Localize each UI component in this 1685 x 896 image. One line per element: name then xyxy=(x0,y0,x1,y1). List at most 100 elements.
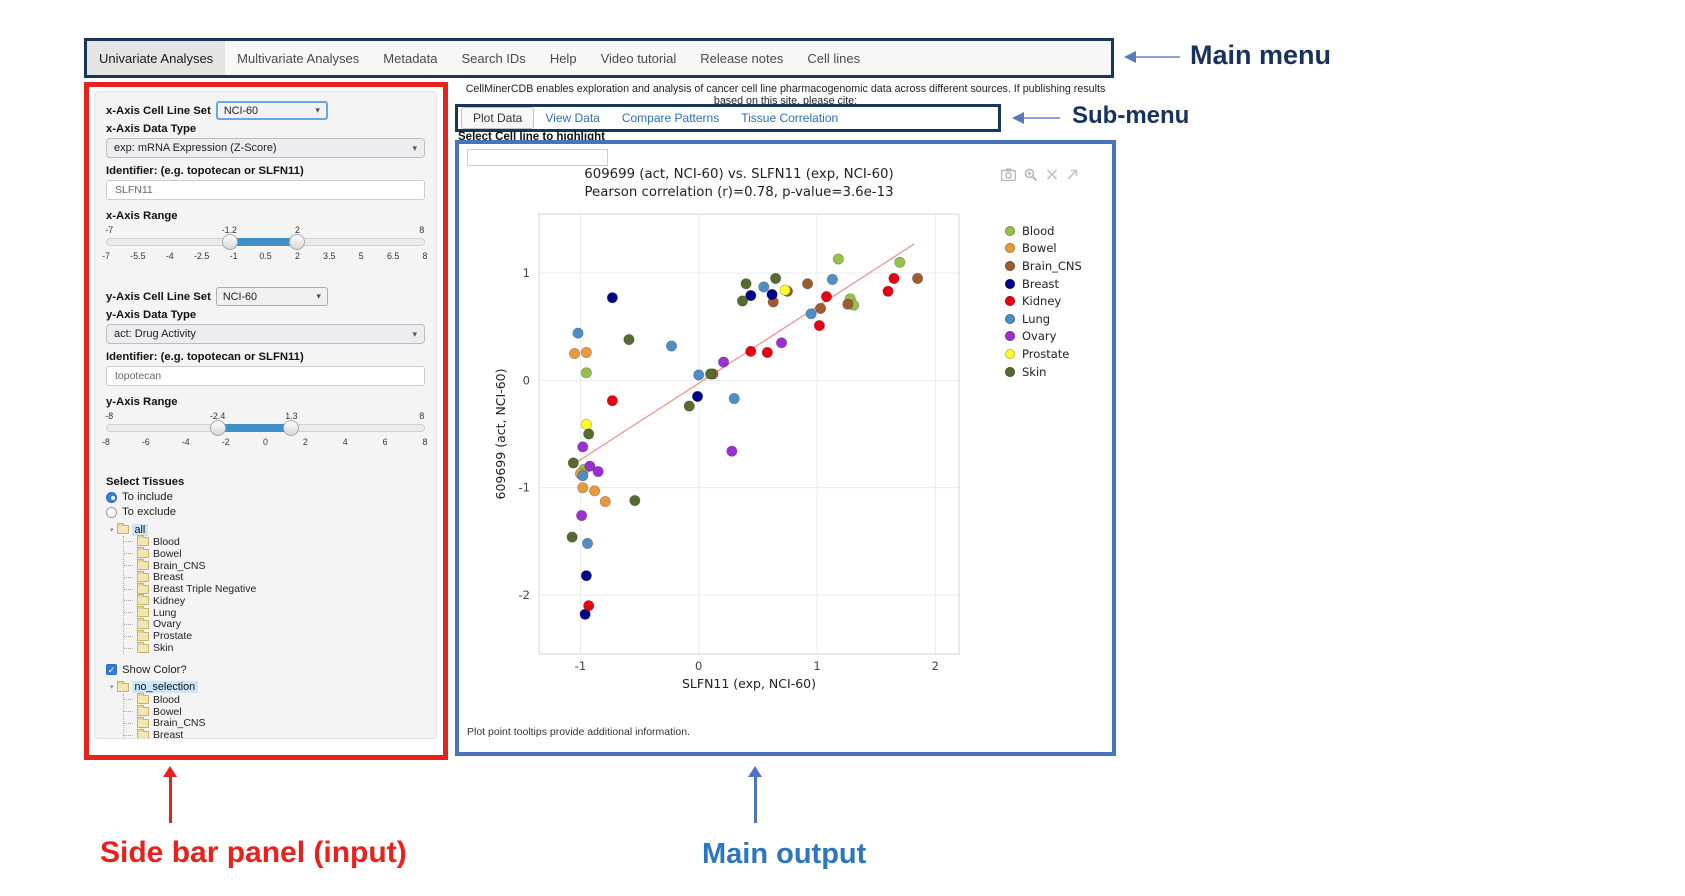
zoom-in-icon[interactable] xyxy=(1024,168,1038,181)
tree-item-lung[interactable]: Lung xyxy=(124,606,425,619)
scatter-point-bowel[interactable] xyxy=(599,496,611,508)
tree-item-breast[interactable]: Breast xyxy=(124,728,425,738)
scatter-point-prostate[interactable] xyxy=(580,418,592,430)
tree-item-kidney[interactable]: Kidney xyxy=(124,594,425,607)
legend-item-breast[interactable]: Breast xyxy=(1005,275,1082,293)
scatter-point-lung[interactable] xyxy=(581,537,594,550)
scatter-point-skin[interactable] xyxy=(629,494,641,507)
scatter-point-kidney[interactable] xyxy=(761,346,773,358)
scatter-point-kidney[interactable] xyxy=(882,285,894,297)
tab-plot-data[interactable]: Plot Data xyxy=(461,107,535,129)
tree-item-breast[interactable]: Breast xyxy=(124,570,425,583)
scatter-point-bowel[interactable] xyxy=(568,347,581,360)
tree-item-bowel[interactable]: Bowel xyxy=(124,705,425,718)
legend-item-skin[interactable]: Skin xyxy=(1005,363,1082,381)
scatter-point-kidney[interactable] xyxy=(745,345,757,357)
slider-handle[interactable] xyxy=(221,234,238,250)
menu-item-univariate-analyses[interactable]: Univariate Analyses xyxy=(87,41,226,75)
legend-item-prostate[interactable]: Prostate xyxy=(1005,345,1082,363)
tree-item-skin[interactable]: Skin xyxy=(124,641,425,654)
menu-item-multivariate-analyses[interactable]: Multivariate Analyses xyxy=(237,50,360,66)
scatter-point-skin[interactable] xyxy=(704,368,717,380)
tree-item-breast-triple-negative[interactable]: Breast Triple Negative xyxy=(124,582,425,595)
y-identifier-input[interactable] xyxy=(106,366,425,386)
scatter-point-brain-cns[interactable] xyxy=(842,298,854,310)
scatter-point-blood[interactable] xyxy=(894,256,906,268)
scatter-point-brain-cns[interactable] xyxy=(802,278,814,290)
cell-line-highlight-input[interactable] xyxy=(467,149,608,166)
scatter-point-ovary[interactable] xyxy=(592,466,604,478)
slider-handle[interactable] xyxy=(283,420,300,436)
tree-item-ovary[interactable]: Ovary xyxy=(124,617,425,630)
y-cell-line-set-select[interactable]: NCI-60 ▾ xyxy=(215,287,328,306)
radio-to-include[interactable]: To include xyxy=(106,491,425,503)
tab-compare-patterns[interactable]: Compare Patterns xyxy=(621,111,720,125)
camera-icon[interactable] xyxy=(1001,168,1016,181)
scatter-point-ovary[interactable] xyxy=(775,337,788,349)
scatter-point-prostate[interactable] xyxy=(779,284,791,296)
x-data-type-select[interactable]: exp: mRNA Expression (Z-Score) ▾ xyxy=(106,138,425,158)
scatter-point-breast[interactable] xyxy=(766,288,778,301)
scatter-point-lung[interactable] xyxy=(665,340,678,352)
scatter-point-kidney[interactable] xyxy=(888,272,900,284)
legend-item-brain-cns[interactable]: Brain_CNS xyxy=(1005,257,1082,275)
scatter-point-lung[interactable] xyxy=(572,327,584,339)
tab-view-data[interactable]: View Data xyxy=(545,111,600,125)
slider-handle[interactable] xyxy=(209,420,226,436)
tree-expander-icon[interactable]: ▾ xyxy=(110,526,114,534)
reset-axes-icon[interactable] xyxy=(1066,168,1079,181)
scatter-point-brain-cns[interactable] xyxy=(815,302,827,314)
menu-item-cell-lines[interactable]: Cell lines xyxy=(807,50,861,66)
menu-item-search-ids[interactable]: Search IDs xyxy=(461,50,526,66)
scatter-point-blood[interactable] xyxy=(832,253,844,265)
scatter-point-lung[interactable] xyxy=(758,281,770,293)
x-cell-line-set-select[interactable]: NCI-60 ▾ xyxy=(215,101,328,120)
x-identifier-input[interactable] xyxy=(106,180,425,200)
scatter-point-bowel[interactable] xyxy=(577,482,589,494)
scatter-point-skin[interactable] xyxy=(770,272,782,284)
menu-item-help[interactable]: Help xyxy=(549,50,577,66)
tree-expander-icon[interactable]: ▾ xyxy=(110,684,114,692)
scatter-point-ovary[interactable] xyxy=(726,445,738,457)
slider-track[interactable] xyxy=(106,234,425,250)
scatter-point-kidney[interactable] xyxy=(583,600,595,612)
scatter-point-breast[interactable] xyxy=(745,290,757,302)
scatter-point-lung[interactable] xyxy=(728,393,740,405)
scatter-point-ovary[interactable] xyxy=(718,356,730,368)
scatter-point-lung[interactable] xyxy=(693,369,705,381)
y-data-type-select[interactable]: act: Drug Activity ▾ xyxy=(106,324,425,344)
scatter-point-lung[interactable] xyxy=(826,273,838,286)
scatter-point-bowel[interactable] xyxy=(580,346,592,358)
scatter-point-skin[interactable] xyxy=(736,295,749,307)
scatter-point-breast[interactable] xyxy=(691,390,704,402)
scatter-point-skin[interactable] xyxy=(623,334,635,346)
x-range-slider[interactable]: -7 8 -1.2 2 -7 -5.5 -4 -2.5 -1 0.5 2 3.5 5 6.5 8 xyxy=(102,225,427,261)
scatter-point-skin[interactable] xyxy=(740,278,752,290)
scatter-point-bowel[interactable] xyxy=(589,485,601,497)
scatter-point-lung[interactable] xyxy=(577,470,589,482)
scatter-point-skin[interactable] xyxy=(683,400,695,412)
scatter-point-blood[interactable] xyxy=(580,367,592,379)
menu-item-release-notes[interactable]: Release notes xyxy=(700,50,784,66)
scatter-point-ovary[interactable] xyxy=(576,510,588,522)
slider-handle[interactable] xyxy=(289,234,306,250)
menu-item-metadata[interactable]: Metadata xyxy=(383,50,438,66)
tree-item-brain-cns[interactable]: Brain_CNS xyxy=(124,558,425,572)
y-range-slider[interactable]: -8 8 -2.4 1.3 -8 -6 -4 -2 0 2 4 6 8 xyxy=(102,411,427,447)
legend-item-lung[interactable]: Lung xyxy=(1005,310,1082,328)
tree-item-brain-cns[interactable]: Brain_CNS xyxy=(124,716,425,729)
tree-item-blood[interactable]: Blood xyxy=(124,535,425,548)
show-color-checkbox[interactable]: ✓ Show Color? xyxy=(106,663,187,676)
scatter-point-kidney[interactable] xyxy=(606,395,618,407)
legend-item-kidney[interactable]: Kidney xyxy=(1005,292,1082,310)
tree-item-prostate[interactable]: Prostate xyxy=(124,629,425,642)
legend-item-blood[interactable]: Blood xyxy=(1005,222,1082,240)
scatter-point-kidney[interactable] xyxy=(820,291,833,303)
tree-item-bowel[interactable]: Bowel xyxy=(124,547,425,560)
scatter-point-kidney[interactable] xyxy=(813,320,825,332)
scatter-point-skin[interactable] xyxy=(567,457,579,469)
scatter-point-ovary[interactable] xyxy=(584,460,596,472)
scatter-point-skin[interactable] xyxy=(566,531,578,543)
menu-item-video-tutorial[interactable]: Video tutorial xyxy=(600,50,677,66)
legend-item-ovary[interactable]: Ovary xyxy=(1005,328,1082,346)
